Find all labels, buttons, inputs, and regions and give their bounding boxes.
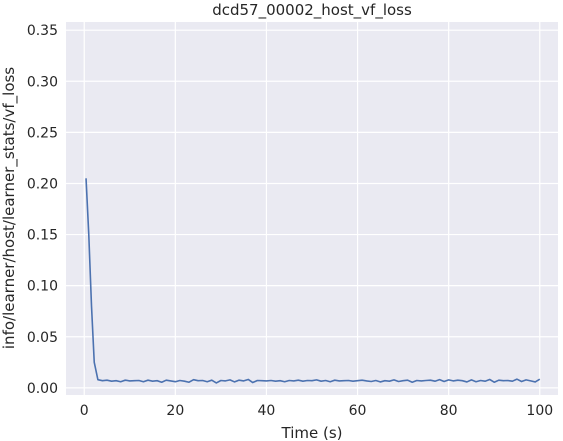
x-tick-label: 40 (258, 403, 276, 419)
chart-title: dcd57_00002_host_vf_loss (212, 1, 412, 20)
y-tick-label: 0.35 (27, 23, 58, 39)
y-tick-label: 0.15 (27, 228, 58, 244)
y-tick-label: 0.05 (27, 330, 58, 346)
y-tick-label: 0.30 (27, 74, 58, 90)
x-tick-label: 20 (166, 403, 184, 419)
x-tick-label: 0 (80, 403, 89, 419)
y-tick-label: 0.25 (27, 125, 58, 141)
y-tick-label: 0.00 (27, 381, 58, 397)
x-tick-label: 60 (349, 403, 367, 419)
plot-area (66, 22, 558, 395)
y-tick-label: 0.10 (27, 279, 58, 295)
x-axis-label: Time (s) (281, 424, 343, 441)
x-tick-label: 100 (526, 403, 553, 419)
y-tick-label: 0.20 (27, 176, 58, 192)
y-axis-label: info/learner/host/learner_stats/vf_loss (0, 67, 19, 349)
x-tick-label: 80 (440, 403, 458, 419)
